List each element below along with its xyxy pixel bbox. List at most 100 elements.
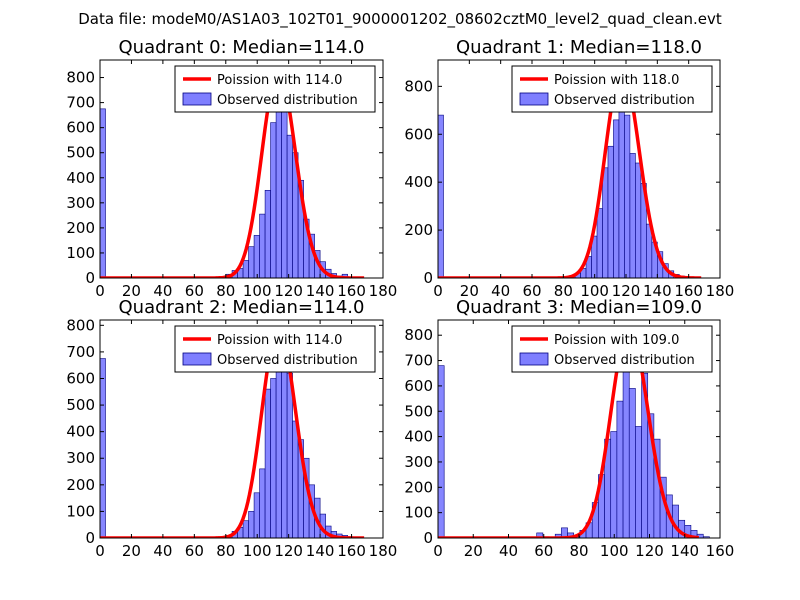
x-tick-label: 160 (674, 282, 703, 300)
plot-area (438, 67, 702, 278)
histogram-bar (253, 235, 260, 278)
x-tick-label: 40 (153, 282, 172, 300)
histogram-bar (602, 167, 609, 278)
chart-title: Quadrant 0: Median=114.0 (119, 37, 365, 58)
y-tick-label: 600 (404, 125, 433, 143)
chart-0: Quadrant 0: Median=114.00 20 40 60 80 100 120 1… (66, 37, 397, 300)
y-tick-label: 800 (66, 69, 95, 87)
x-tick-label: 100 (243, 542, 272, 560)
x-tick-label: 180 (369, 282, 398, 300)
y-tick-label: 100 (66, 244, 95, 262)
x-tick-label: 0 (95, 542, 105, 560)
chart-3: Quadrant 3: Median=109.0 0 20 40 60 80 100 120 1… (404, 297, 734, 560)
y-tick-label: 200 (404, 221, 433, 239)
x-tick-label: 80 (216, 282, 235, 300)
legend-bars-label: Observed distribution (217, 93, 358, 108)
x-tick-label: 120 (635, 542, 664, 560)
histogram-bar (242, 260, 249, 278)
y-tick-label: 600 (66, 119, 95, 137)
histogram-bar (286, 134, 293, 278)
x-tick-label: 180 (706, 282, 735, 300)
legend-bar-swatch (519, 352, 549, 366)
charts-container: Quadrant 0: Median=114.00 20 40 60 80 100 120 1… (66, 37, 734, 560)
x-tick-label: 120 (274, 542, 303, 560)
legend-curve-label: Poission with 114.0 (217, 73, 342, 88)
histogram-bar (264, 388, 271, 538)
x-tick-label: 60 (534, 542, 553, 560)
y-tick-label: 400 (404, 173, 433, 191)
x-tick-label: 80 (554, 282, 573, 300)
histogram-bar (259, 468, 266, 538)
x-tick-label: 100 (580, 282, 609, 300)
y-tick-label: 400 (404, 428, 433, 446)
histogram-bar (281, 346, 288, 538)
legend-bars-label: Observed distribution (554, 93, 695, 108)
x-tick-label: 100 (243, 282, 272, 300)
histogram-bar (275, 351, 282, 538)
x-tick-label: 160 (337, 542, 366, 560)
chart-title: Quadrant 1: Median=118.0 (456, 37, 702, 58)
y-tick-label: 300 (66, 194, 95, 212)
plot-area (438, 325, 710, 538)
y-tick-label: 800 (404, 326, 433, 344)
legend-curve-label: Poission with 114.0 (217, 333, 342, 348)
y-tick-label: 100 (404, 504, 433, 522)
x-tick-label: 140 (306, 542, 335, 560)
legend-bar-swatch (519, 92, 549, 106)
y-tick-label: 0 (423, 269, 433, 287)
histogram-bar (610, 431, 618, 538)
y-tick-label: 400 (66, 169, 95, 187)
histogram-bar (635, 426, 642, 538)
legend-bar-swatch (182, 92, 212, 106)
histogram-bar (253, 492, 260, 538)
histogram-bar (635, 162, 642, 278)
histogram-bar (624, 114, 631, 278)
axes-frame (99, 319, 384, 539)
y-tick-label: 100 (66, 502, 95, 520)
chart-title: Quadrant 3: Median=109.0 (456, 297, 702, 318)
y-tick-label: 700 (66, 94, 95, 112)
x-tick-label: 20 (122, 542, 141, 560)
y-tick-label: 700 (66, 343, 95, 361)
x-tick-label: 160 (337, 282, 366, 300)
poisson-curve (100, 326, 365, 538)
histogram-bar (613, 119, 620, 278)
chart-title: Quadrant 2: Median=114.0 (119, 297, 365, 318)
histogram-bar (248, 246, 255, 278)
x-tick-label: 140 (643, 282, 672, 300)
x-tick-label: 160 (706, 542, 735, 560)
legend-bars-label: Observed distribution (554, 353, 695, 368)
histogram-bar (270, 122, 277, 278)
y-tick-label: 500 (404, 402, 433, 420)
y-tick-label: 300 (404, 453, 433, 471)
y-tick-label: 600 (404, 377, 433, 395)
histogram-bar (264, 189, 271, 278)
figure-title: Data file: modeM0/AS1A03_102T01_90000012… (78, 10, 722, 29)
histogram-bar (438, 365, 445, 538)
x-tick-label: 100 (600, 542, 629, 560)
legend: Poission with 114.0 Observed distribution (174, 65, 376, 113)
histogram-bar (616, 400, 624, 538)
y-tick-label: 200 (66, 219, 95, 237)
legend-bars-label: Observed distribution (217, 353, 358, 368)
histogram-bar (607, 145, 614, 278)
legend: Poission with 118.0 Observed distribution (511, 65, 713, 113)
x-tick-label: 0 (433, 282, 443, 300)
legend-curve-label: Poission with 109.0 (554, 333, 679, 348)
y-tick-label: 800 (66, 316, 95, 334)
y-tick-label: 700 (404, 352, 433, 370)
histogram-bar (270, 378, 277, 538)
x-tick-label: 20 (464, 542, 483, 560)
plot-area (100, 326, 365, 538)
x-tick-label: 0 (433, 542, 443, 560)
poisson-curve (100, 69, 365, 278)
histogram-bar (438, 114, 444, 278)
y-tick-label: 500 (66, 396, 95, 414)
x-tick-label: 60 (522, 282, 541, 300)
histogram-bar (622, 347, 630, 538)
y-tick-label: 300 (66, 449, 95, 467)
x-tick-label: 40 (491, 282, 510, 300)
legend: Poission with 114.0 Observed distribution (174, 325, 376, 373)
y-tick-label: 200 (66, 476, 95, 494)
legend-bar-swatch (182, 352, 212, 366)
